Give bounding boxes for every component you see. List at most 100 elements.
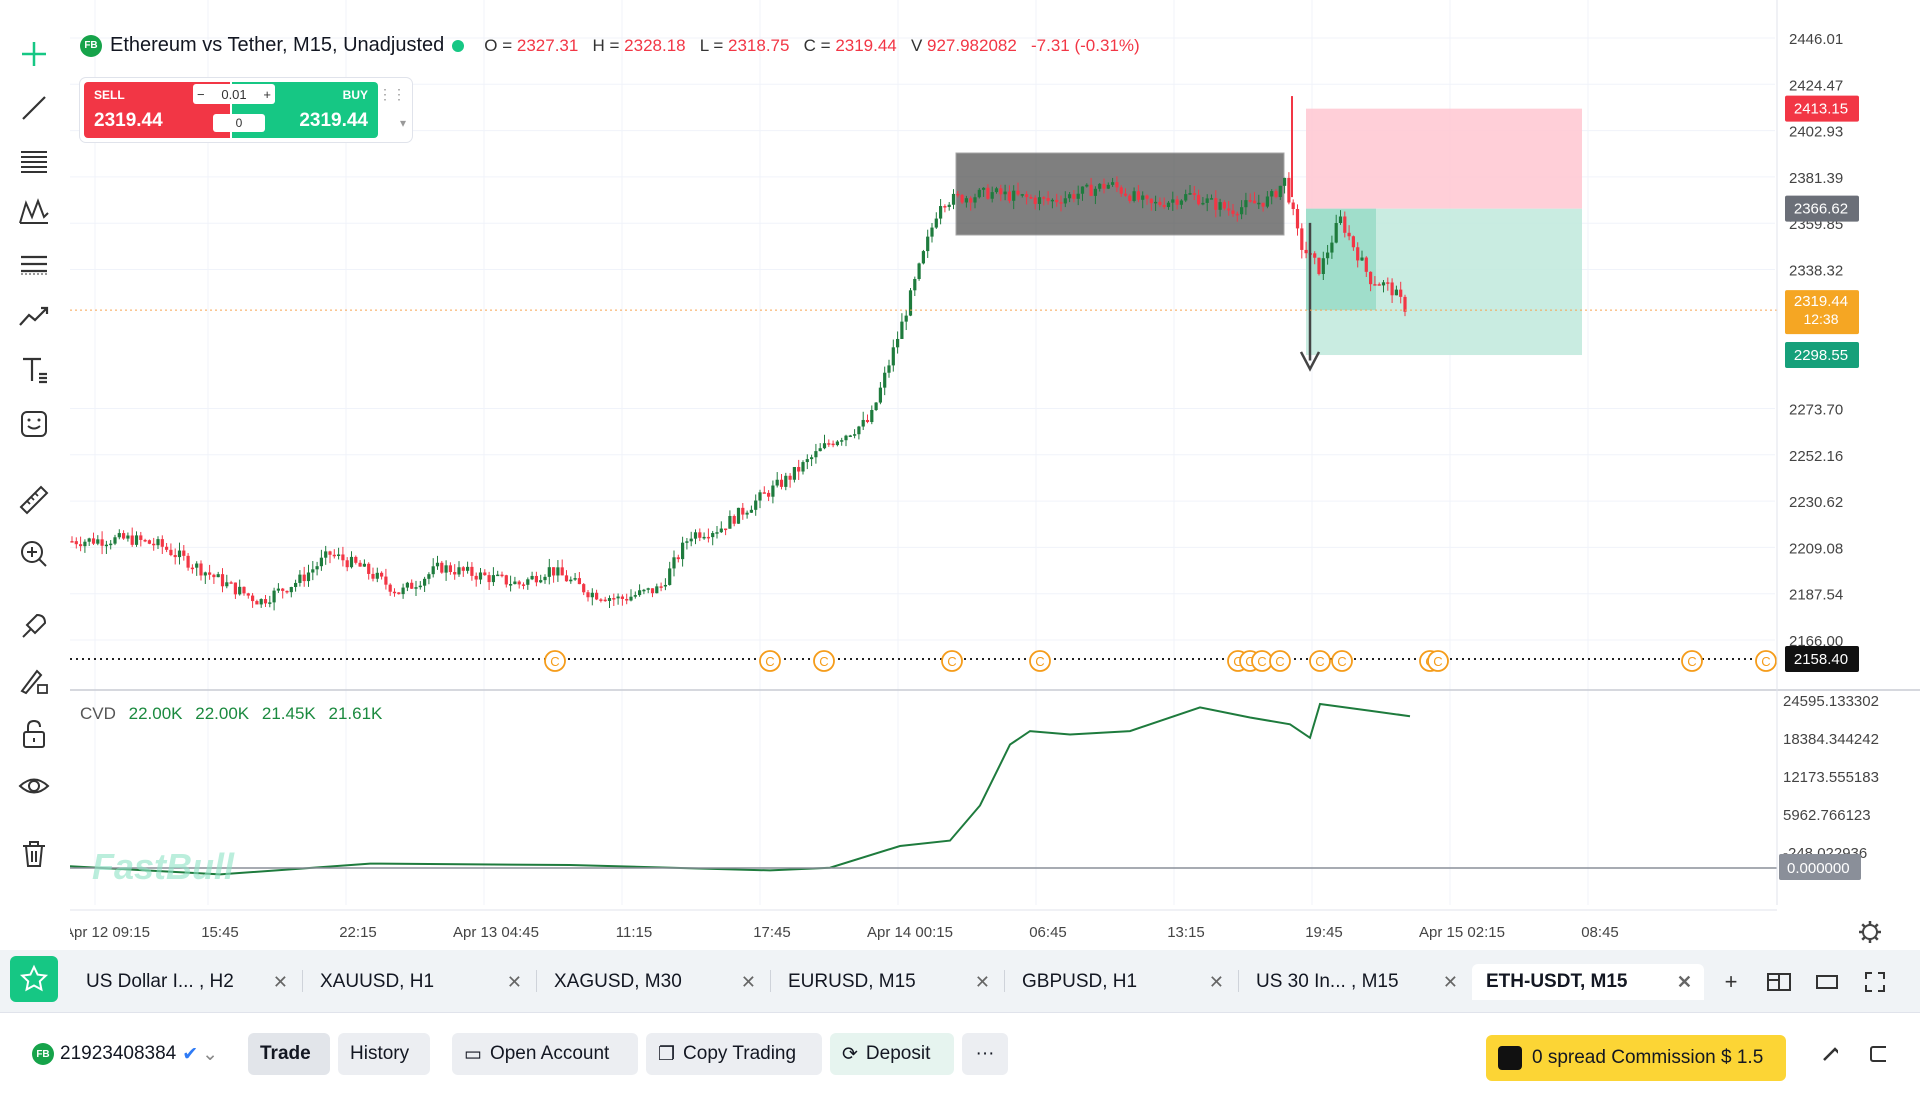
candle: [259, 599, 263, 605]
layout-button[interactable]: [1762, 964, 1796, 1000]
high-value: 2328.18: [624, 35, 686, 55]
ruler-icon[interactable]: [14, 480, 54, 520]
pattern-icon[interactable]: [14, 192, 54, 232]
close-icon[interactable]: ✕: [740, 971, 756, 992]
promo-text: 0 spread Commission $ 1.5: [1532, 1047, 1764, 1068]
event-marker-icon[interactable]: [1427, 650, 1449, 672]
candle: [883, 372, 887, 388]
brush-lock-icon[interactable]: [14, 660, 54, 700]
account-icon: ▭: [464, 1043, 482, 1065]
tab-dxy[interactable]: US Dollar I... , H2 ✕: [72, 964, 300, 1000]
expand-button[interactable]: [1810, 1033, 1850, 1075]
close-icon[interactable]: ✕: [506, 971, 522, 992]
event-marker-icon[interactable]: [1269, 650, 1291, 672]
event-marker-icon[interactable]: [1029, 650, 1051, 672]
quantity-stepper[interactable]: − 0.01 +: [193, 84, 275, 104]
increase-qty-button[interactable]: +: [263, 86, 271, 102]
account-selector[interactable]: FB 21923408384 ✔ ⌄: [20, 1033, 244, 1075]
tab-trade[interactable]: Trade: [248, 1033, 330, 1075]
eye-icon[interactable]: [14, 766, 54, 806]
lock-icon[interactable]: [14, 714, 54, 754]
deposit-button[interactable]: ⟳ Deposit: [830, 1033, 954, 1075]
chart-area[interactable]: CCCCCCCCCCCCCCC2446.012424.472402.932381…: [70, 0, 1920, 950]
event-marker-icon[interactable]: [1309, 650, 1331, 672]
event-marker-icon[interactable]: [813, 650, 835, 672]
quantity-value[interactable]: 0.01: [221, 86, 247, 102]
tab-us30[interactable]: US 30 In... , M15 ✕: [1242, 964, 1470, 1000]
close-icon[interactable]: ✕: [1676, 971, 1692, 992]
level-price-label-text: 2158.40: [1794, 651, 1848, 668]
trash-icon[interactable]: [14, 834, 54, 874]
candle-countdown-text: 12:38: [1803, 311, 1838, 327]
event-marker-icon[interactable]: [1331, 650, 1353, 672]
candle: [1394, 289, 1398, 296]
event-marker-icon[interactable]: [759, 650, 781, 672]
add-tab-button[interactable]: +: [1714, 964, 1748, 1000]
tab-history[interactable]: History: [338, 1033, 430, 1075]
event-marker-icon[interactable]: [1681, 650, 1703, 672]
event-marker-icon[interactable]: [544, 650, 566, 672]
candle: [1390, 282, 1394, 296]
tab-eth-usdt[interactable]: ETH-USDT, M15 ✕: [1472, 964, 1704, 1000]
candle: [156, 539, 160, 546]
candle: [1248, 200, 1252, 202]
panel-button[interactable]: [1858, 1033, 1898, 1075]
price-chart[interactable]: CCCCCCCCCCCCCCC2446.012424.472402.932381…: [70, 0, 1920, 950]
fullscreen-button[interactable]: [1858, 964, 1892, 1000]
decrease-qty-button[interactable]: −: [197, 86, 205, 102]
gear-tooth: [1874, 936, 1879, 941]
cvd-name[interactable]: CVD: [80, 704, 116, 723]
forecast-icon[interactable]: [14, 296, 54, 336]
event-marker-icon[interactable]: [1755, 650, 1777, 672]
candle: [861, 419, 865, 427]
emoji-icon[interactable]: [14, 404, 54, 444]
close-icon[interactable]: ✕: [1208, 971, 1224, 992]
copy-trading-button[interactable]: ❐ Copy Trading: [646, 1033, 822, 1075]
candle: [573, 578, 577, 580]
cvd-tick-label: 5962.766123: [1783, 807, 1871, 824]
cvd-tick-label: 18384.344242: [1783, 731, 1879, 748]
more-button[interactable]: ···: [962, 1033, 1008, 1075]
history-label: History: [350, 1043, 410, 1064]
tab-gbpusd[interactable]: GBPUSD, H1 ✕: [1008, 964, 1236, 1000]
candle: [1162, 204, 1166, 208]
text-icon[interactable]: [14, 350, 54, 390]
favorites-button[interactable]: [10, 956, 58, 1002]
zoom-in-icon[interactable]: [14, 534, 54, 574]
stop-loss-zone[interactable]: [1306, 108, 1582, 209]
open-account-button[interactable]: ▭ Open Account: [452, 1033, 638, 1075]
candle: [818, 448, 822, 452]
tab-eurusd[interactable]: EURUSD, M15 ✕: [774, 964, 1002, 1000]
settings-icon[interactable]: [1859, 921, 1881, 943]
candle: [633, 595, 637, 597]
buy-button[interactable]: BUY 2319.44: [232, 82, 378, 138]
candle: [212, 574, 216, 578]
chevron-down-icon[interactable]: ▾: [399, 116, 406, 130]
candle: [668, 568, 672, 585]
promo-banner[interactable]: 0 spread Commission $ 1.5: [1486, 1035, 1786, 1081]
candle: [732, 515, 736, 524]
tab-xauusd[interactable]: XAUUSD, H1 ✕: [306, 964, 534, 1000]
candle: [225, 582, 229, 587]
close-icon[interactable]: ✕: [1442, 971, 1458, 992]
close-icon[interactable]: ✕: [272, 971, 288, 992]
magnet-icon[interactable]: [14, 606, 54, 646]
current-price-label[interactable]: [1785, 290, 1859, 335]
symbol-title[interactable]: Ethereum vs Tether, M15, Unadjusted: [110, 34, 445, 56]
candle: [612, 598, 616, 600]
candle: [1265, 196, 1269, 207]
crosshair-icon[interactable]: [14, 34, 54, 74]
tab-xagusd[interactable]: XAGUSD, M30 ✕: [540, 964, 768, 1000]
close-icon[interactable]: ✕: [974, 971, 990, 992]
trend-line-icon[interactable]: [14, 88, 54, 128]
horizontal-lines-icon[interactable]: [14, 244, 54, 284]
candle: [582, 584, 586, 593]
tab-divider: [1004, 970, 1005, 992]
candle: [1399, 289, 1403, 297]
drag-handle-icon[interactable]: ⋮⋮: [378, 86, 406, 102]
fib-retracement-icon[interactable]: [14, 140, 54, 180]
event-marker-icon[interactable]: [941, 650, 963, 672]
event-marker-label: C: [1275, 654, 1284, 669]
single-layout-button[interactable]: [1810, 964, 1844, 1000]
short-arrow-drawing[interactable]: [1299, 222, 1321, 372]
